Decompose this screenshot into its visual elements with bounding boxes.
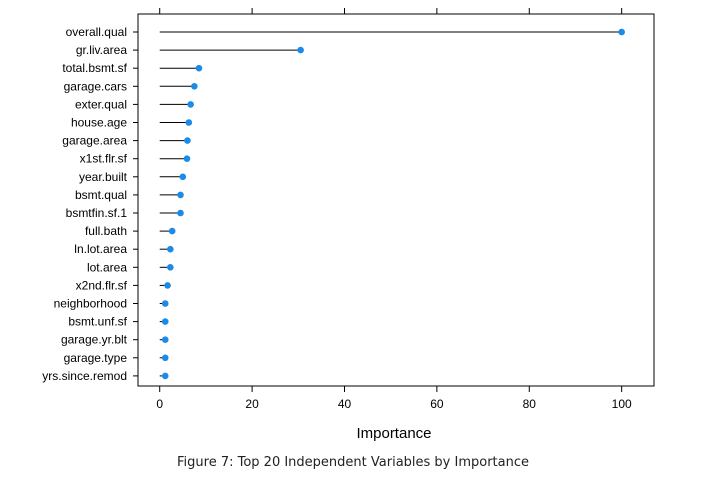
x-tick-label: 0 bbox=[156, 397, 163, 411]
data-point bbox=[185, 119, 193, 126]
x-axis: 0 20 40 60 80 100 bbox=[156, 386, 632, 411]
data-point bbox=[184, 137, 191, 144]
data-point bbox=[191, 83, 198, 90]
data-point bbox=[168, 227, 176, 235]
y-tick-label: lot.area bbox=[87, 260, 127, 274]
x-tick-label: 80 bbox=[523, 397, 537, 411]
data-point bbox=[177, 191, 184, 199]
data-point bbox=[618, 28, 625, 36]
stems bbox=[159, 31, 622, 377]
y-tick-label: exter.qual bbox=[75, 97, 127, 111]
points bbox=[161, 28, 625, 380]
y-tick-label: neighborhood bbox=[54, 297, 127, 311]
y-tick-label: garage.area bbox=[62, 134, 127, 148]
top-axis-ticks bbox=[159, 8, 623, 14]
data-point bbox=[161, 318, 169, 325]
y-tick-label: garage.yr.blt bbox=[61, 333, 128, 347]
importance-chart: 0 20 40 60 80 100 overall.qual gr.liv.area tota… bbox=[42, 8, 655, 442]
data-point bbox=[177, 209, 184, 217]
data-point bbox=[161, 336, 169, 344]
y-tick-label: bsmt.unf.sf bbox=[68, 315, 127, 329]
y-tick-label: overall.qual bbox=[66, 25, 127, 39]
y-tick-label: ln.lot.area bbox=[74, 242, 127, 256]
plot-frame bbox=[137, 13, 655, 387]
y-tick-label: gr.liv.area bbox=[76, 43, 127, 57]
data-point bbox=[167, 245, 174, 253]
data-point bbox=[183, 155, 191, 162]
y-tick-label: garage.type bbox=[64, 351, 128, 365]
y-tick-label: yrs.since.remod bbox=[42, 369, 127, 383]
x-tick-label: 100 bbox=[612, 397, 632, 411]
x-tick-label: 20 bbox=[245, 397, 259, 411]
y-tick-label: bsmtfin.sf.1 bbox=[66, 206, 128, 220]
y-tick-label: x1st.flr.sf bbox=[80, 152, 128, 166]
data-point bbox=[297, 46, 304, 54]
y-tick-label: total.bsmt.sf bbox=[62, 61, 127, 75]
data-point bbox=[161, 354, 169, 362]
x-tick-label: 40 bbox=[338, 397, 352, 411]
y-axis: overall.qual gr.liv.area total.bsmt.sf gara… bbox=[42, 25, 138, 383]
x-tick-label: 60 bbox=[430, 397, 444, 411]
y-tick-label: house.age bbox=[71, 116, 127, 130]
x-axis-label: Importance bbox=[356, 425, 431, 442]
y-tick-label: full.bath bbox=[85, 224, 127, 238]
data-point bbox=[187, 101, 194, 108]
data-point bbox=[161, 372, 169, 380]
y-tick-label: garage.cars bbox=[64, 79, 127, 93]
data-point bbox=[161, 300, 169, 307]
data-point bbox=[167, 264, 174, 271]
y-tick-label: x2nd.flr.sf bbox=[76, 278, 128, 292]
y-tick-label: bsmt.qual bbox=[75, 188, 127, 202]
y-tick-label: year.built bbox=[79, 170, 128, 184]
data-point bbox=[195, 64, 203, 72]
data-point bbox=[179, 173, 187, 181]
data-point bbox=[164, 282, 171, 289]
figure-caption: Figure 7: Top 20 Independent Variables b… bbox=[177, 455, 529, 470]
